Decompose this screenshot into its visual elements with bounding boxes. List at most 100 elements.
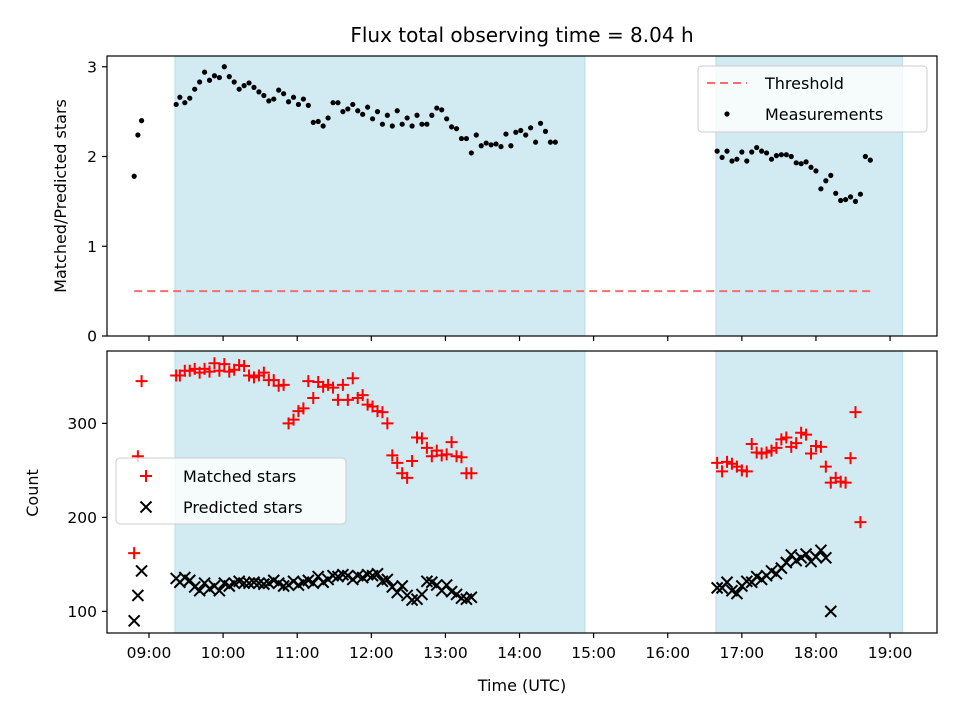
measurement-point (759, 148, 765, 154)
legend-measurements-swatch (724, 111, 730, 117)
measurement-point (256, 89, 262, 95)
predicted-star-point (814, 544, 828, 557)
predicted-star-point (336, 568, 350, 581)
predicted-star-point (361, 568, 374, 581)
bottom-axes-frame (106, 350, 938, 634)
measurement-point (523, 132, 529, 138)
x-tick-label: 11:00 (275, 644, 320, 662)
measurement-point (192, 86, 198, 92)
measurement-point (300, 96, 306, 102)
measurement-point (355, 108, 361, 114)
measurement-point (419, 121, 425, 127)
measurement-point (330, 100, 336, 106)
x-tick-label: 13:00 (423, 644, 468, 662)
measurement-point (862, 153, 868, 160)
matched-star-point (327, 381, 340, 394)
bottom-y-ticks: 100 200 300 (67, 415, 107, 621)
measurement-point (508, 143, 514, 149)
measurement-point (724, 148, 730, 154)
measurement-point (493, 141, 499, 147)
measurement-point (281, 91, 287, 97)
matched-star-point (135, 375, 148, 388)
matched-star-point (401, 471, 414, 484)
measurement-point (434, 105, 440, 111)
x-tick-label: 14:00 (497, 644, 542, 662)
matched-star-point (307, 392, 320, 404)
top-y-tick-label: 2 (87, 148, 97, 166)
measurement-point (335, 100, 341, 106)
measurement-point (241, 83, 247, 89)
matched-star-point (445, 436, 458, 449)
matched-star-point (128, 547, 141, 560)
matched-star-point (406, 454, 419, 467)
measurement-point (847, 194, 854, 200)
measurement-point (813, 168, 819, 174)
predicted-star-point (257, 577, 271, 591)
matched-star-point (790, 437, 803, 450)
measurement-point (798, 161, 804, 167)
measurement-point (857, 191, 864, 197)
measurement-point (221, 64, 227, 70)
measurement-point (714, 148, 720, 154)
predicted-star-point (710, 581, 724, 595)
measurement-point (719, 154, 725, 161)
measurement-point (135, 132, 141, 138)
measurement-point (867, 157, 873, 163)
measurement-point (201, 69, 208, 75)
top-y-ticks: 0 1 2 3 (87, 58, 107, 346)
measurement-point (828, 172, 834, 178)
measurement-point (404, 115, 410, 121)
top-y-axis-label: Matched/Predicted stars (51, 99, 70, 293)
measurement-point (315, 118, 321, 125)
measurement-point (340, 109, 346, 115)
bottom-y-tick-label: 200 (67, 509, 97, 527)
x-axis-label: Time (UTC) (477, 676, 566, 695)
measurement-point (374, 109, 381, 115)
predicted-star-point (131, 589, 145, 602)
measurement-point (290, 94, 297, 100)
matched-star-point (346, 372, 359, 385)
matched-star-point (770, 441, 783, 454)
legend-matched-swatch (140, 470, 152, 482)
measurement-point (295, 101, 302, 108)
matched-star-point (440, 448, 453, 461)
predicted-star-point (465, 591, 478, 604)
measurement-point (360, 111, 366, 117)
matched-star-point (341, 393, 354, 406)
x-tick-label: 16:00 (645, 644, 690, 662)
matched-star-point (854, 516, 867, 529)
bottom-panel: 100 200 300 09:00 10:00 11:00 12:00 13:00 14:00… (23, 350, 938, 695)
measurement-point (768, 156, 775, 162)
predicted-star-point (799, 547, 813, 561)
measurement-point (226, 74, 232, 80)
legend-measurements-label: Measurements (765, 105, 883, 124)
predicted-star-point (307, 576, 320, 590)
matched-star-point (391, 456, 404, 469)
x-tick-label: 10:00 (201, 644, 246, 662)
predicted-star-point (824, 605, 837, 618)
predicted-star-point (371, 567, 384, 580)
measurement-point (744, 158, 750, 164)
predicted-star-point (809, 550, 823, 564)
measurement-point (547, 139, 554, 145)
measurement-point (808, 164, 814, 170)
x-tick-label: 12:00 (349, 644, 394, 662)
predicted-star-point (213, 584, 226, 597)
x-tick-label: 09:00 (127, 644, 172, 662)
measurement-point (305, 102, 311, 108)
measurement-point (399, 121, 405, 127)
measurement-point (763, 150, 770, 156)
measurement-point (788, 153, 794, 160)
measurement-point (439, 107, 445, 113)
measurement-point (528, 125, 534, 131)
matched-star-point (376, 406, 389, 419)
bottom-y-axis-label: Count (23, 469, 42, 517)
matched-star-point (465, 467, 478, 480)
predicted-star-point (252, 576, 266, 590)
measurement-point (843, 196, 849, 203)
top-x-ticks (148, 336, 891, 341)
matched-star-point (849, 406, 862, 419)
x-tick-label: 19:00 (868, 644, 913, 662)
matched-star-point (740, 465, 753, 478)
measurement-point (261, 92, 267, 99)
